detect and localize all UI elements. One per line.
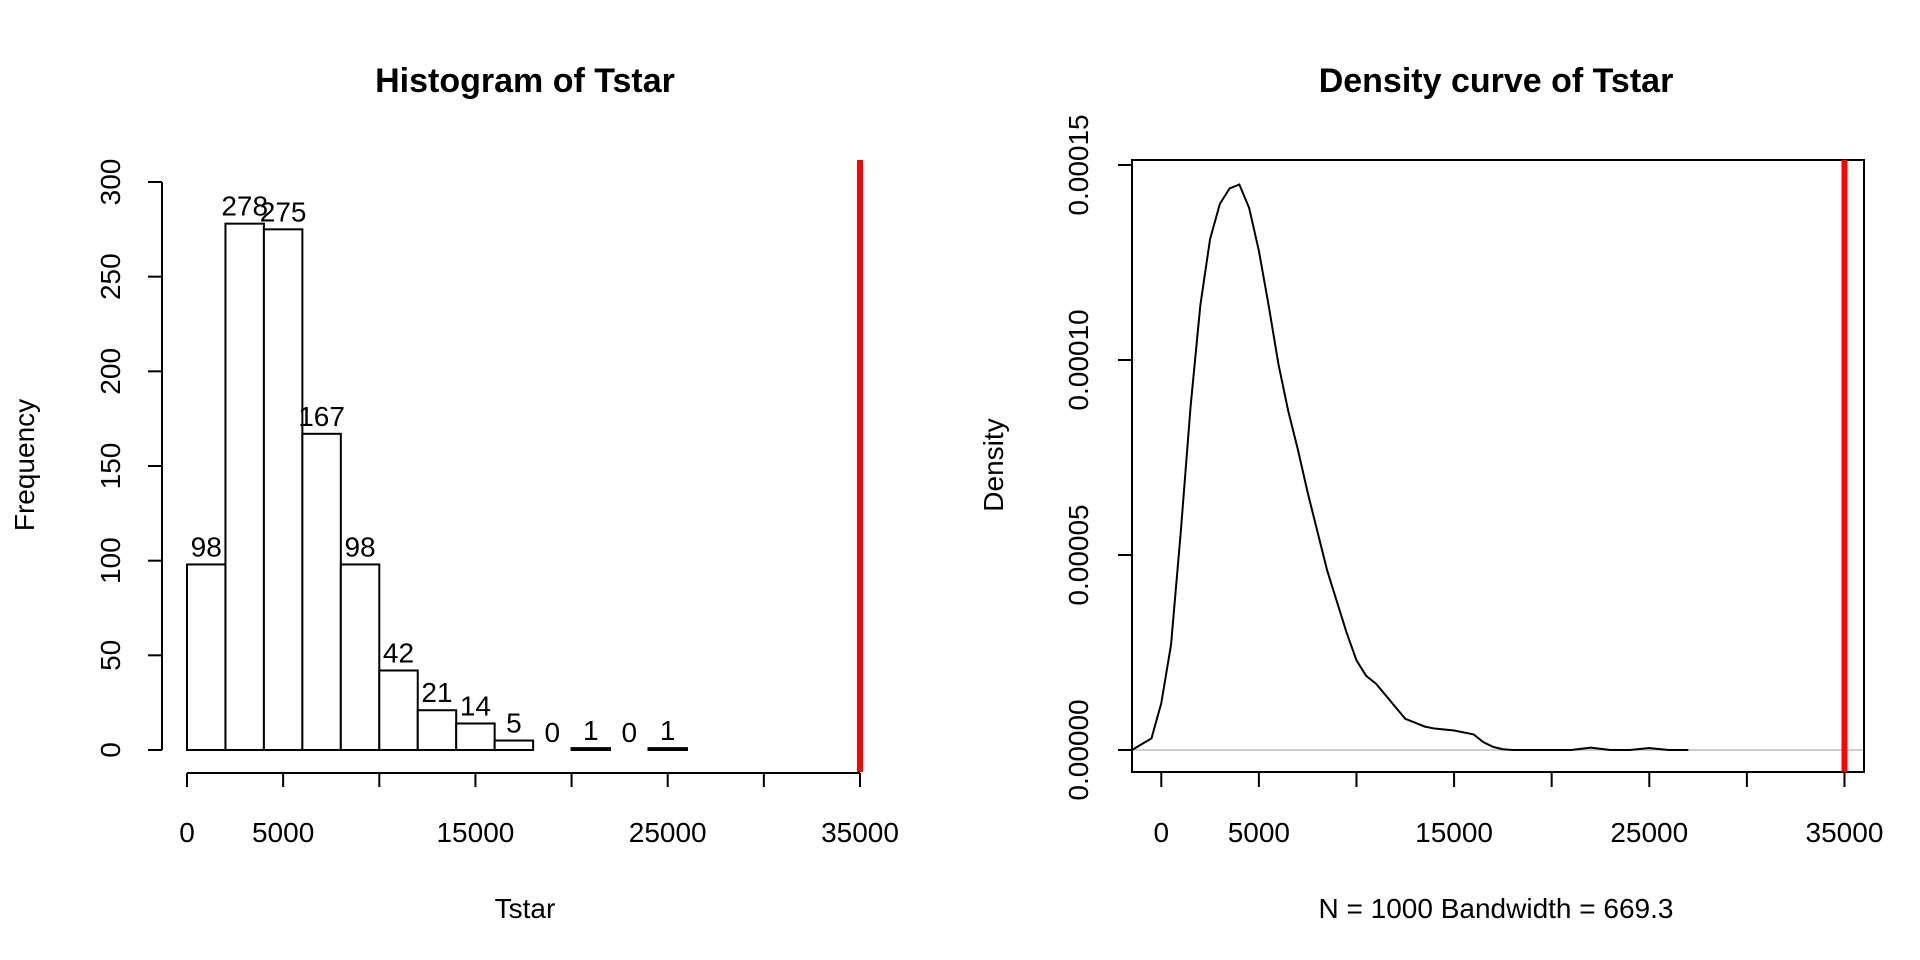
density-x-tick-label: 15000 [1415, 817, 1493, 848]
histogram-x-tick-label: 0 [179, 817, 195, 848]
density-line [1131, 183, 1689, 751]
histogram-bar [262, 228, 304, 752]
histogram-bar-label: 98 [344, 531, 375, 562]
histogram-title: Histogram of Tstar [375, 62, 675, 100]
density-y-tick-label: 0.00010 [1063, 309, 1094, 410]
histogram-bar-label: 1 [660, 715, 676, 746]
density-x-tick-label: 25000 [1610, 817, 1688, 848]
histogram-y-tick-label: 250 [95, 253, 126, 300]
histogram-bar [378, 669, 419, 751]
histogram-bar [339, 563, 381, 751]
density-title: Density curve of Tstar [1319, 62, 1674, 100]
histogram-bar [186, 563, 227, 751]
histogram-bar [224, 222, 265, 752]
histogram-x-axis: 0 5000 15000 25000 35000 [179, 772, 899, 848]
histogram-y-tick-label: 300 [95, 159, 126, 206]
histogram-bar-label: 14 [460, 690, 491, 721]
histogram-bar-label: 21 [421, 677, 452, 708]
histogram-bar-label: 5 [506, 708, 522, 739]
density-y-axis-label: Density [978, 418, 1009, 511]
histogram-x-tick-label: 25000 [629, 817, 707, 848]
histogram-bar-label: 42 [383, 637, 414, 668]
density-curve [1131, 183, 1689, 751]
histogram-bar-label: 1 [583, 715, 599, 746]
histogram-bar-label: 0 [621, 717, 637, 748]
histogram-bar-label: 278 [221, 191, 268, 222]
histogram-bar-label: 0 [545, 717, 561, 748]
density-x-tick-label: 0 [1153, 817, 1169, 848]
histogram-y-axis: 0 50 100 150 200 250 300 [95, 159, 163, 758]
histogram-bar [493, 739, 535, 751]
histogram-y-tick-label: 150 [95, 443, 126, 490]
histogram-bar-label: 98 [191, 531, 222, 562]
histogram-bar [416, 709, 458, 751]
histogram-bar-label: 275 [260, 196, 307, 227]
histogram-x-tick-label: 15000 [436, 817, 514, 848]
histogram-x-tick-label: 35000 [821, 817, 899, 848]
density-panel: Density curve of Tstar N = 1000 Bandwidt… [978, 62, 1883, 924]
histogram-bar [647, 747, 688, 752]
histogram-x-tick-label: 5000 [252, 817, 314, 848]
density-x-tick-label: 5000 [1228, 817, 1290, 848]
histogram-bars [186, 222, 688, 752]
histogram-y-axis-label: Frequency [9, 399, 40, 531]
density-y-axis: 0.00000 0.00005 0.00010 0.00015 [1063, 114, 1132, 801]
density-y-tick-label: 0.00015 [1063, 114, 1094, 215]
density-x-tick-label: 35000 [1806, 817, 1884, 848]
histogram-panel: Histogram of Tstar Tstar Frequency 98 278… [9, 62, 899, 924]
histogram-bar [570, 747, 612, 752]
histogram-bar-label: 167 [298, 401, 345, 432]
histogram-y-tick-label: 200 [95, 348, 126, 395]
histogram-y-tick-label: 50 [95, 640, 126, 671]
density-x-axis: 0 5000 15000 25000 35000 [1153, 773, 1883, 848]
histogram-bar [455, 722, 496, 752]
histogram-bar [301, 432, 342, 751]
histogram-y-tick-label: 100 [95, 537, 126, 584]
density-y-tick-label: 0.00005 [1063, 504, 1094, 605]
density-x-axis-label: N = 1000 Bandwidth = 669.3 [1319, 893, 1674, 924]
density-y-tick-label: 0.00000 [1063, 699, 1094, 800]
histogram-y-tick-label: 0 [95, 742, 126, 758]
histogram-x-axis-label: Tstar [495, 893, 556, 924]
density-plot-box [1131, 159, 1865, 773]
